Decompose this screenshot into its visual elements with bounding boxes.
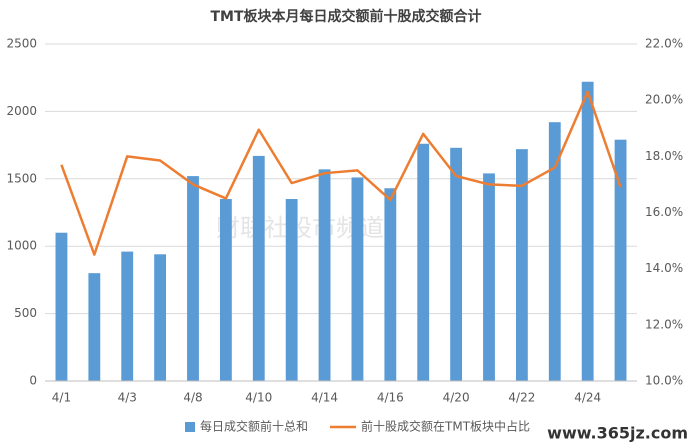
chart-title: TMT板块本月每日成交额前十股成交额合计 <box>210 8 481 25</box>
line <box>60 90 622 256</box>
x-tick-label: 4/1 <box>52 391 71 405</box>
bar <box>483 173 495 381</box>
bar <box>219 199 232 381</box>
legend-label: 每日成交额前十总和 <box>200 419 308 434</box>
x-tick-label: 4/24 <box>574 391 601 405</box>
y-tick-label: 1000 <box>6 239 37 253</box>
y-tick-label: 2000 <box>6 104 37 118</box>
bar <box>515 149 528 381</box>
y2-tick-label: 18.0% <box>645 149 683 163</box>
x-tick-label: 4/16 <box>377 391 404 405</box>
bar <box>581 81 594 381</box>
bar <box>187 176 199 381</box>
y2-tick-label: 20.0% <box>645 93 683 107</box>
y-tick-label: 500 <box>14 306 37 320</box>
bar <box>384 188 397 381</box>
bar <box>121 251 134 381</box>
bar <box>614 139 627 381</box>
y2-tick-label: 10.0% <box>645 374 683 388</box>
x-tick-label: 4/20 <box>443 391 470 405</box>
legend-label: 前十股成交额在TMT板块中占比 <box>361 419 530 434</box>
bar <box>252 155 265 381</box>
bar <box>88 273 101 381</box>
bar <box>154 254 167 381</box>
y-tick-label: 2500 <box>6 37 37 51</box>
x-tick-label: 4/10 <box>245 391 272 405</box>
y-tick-label: 1500 <box>6 171 37 185</box>
x-tick-label: 4/22 <box>508 391 535 405</box>
bar <box>417 143 430 381</box>
bar <box>55 232 68 381</box>
legend-swatch <box>185 422 195 432</box>
y-tick-label: 0 <box>29 374 37 388</box>
x-tick-label: 4/3 <box>118 391 137 405</box>
bar <box>450 147 463 381</box>
x-tick-label: 4/14 <box>311 391 338 405</box>
x-tick-label: 4/8 <box>183 391 202 405</box>
y2-tick-label: 14.0% <box>645 261 683 275</box>
y2-tick-label: 12.0% <box>645 317 683 331</box>
site-label: www.365jz.com <box>547 424 688 443</box>
y2-tick-label: 22.0% <box>645 37 683 51</box>
bar <box>548 122 561 382</box>
bar <box>351 177 364 381</box>
y2-tick-label: 16.0% <box>645 205 683 219</box>
bar <box>285 199 298 381</box>
bar <box>318 169 331 381</box>
